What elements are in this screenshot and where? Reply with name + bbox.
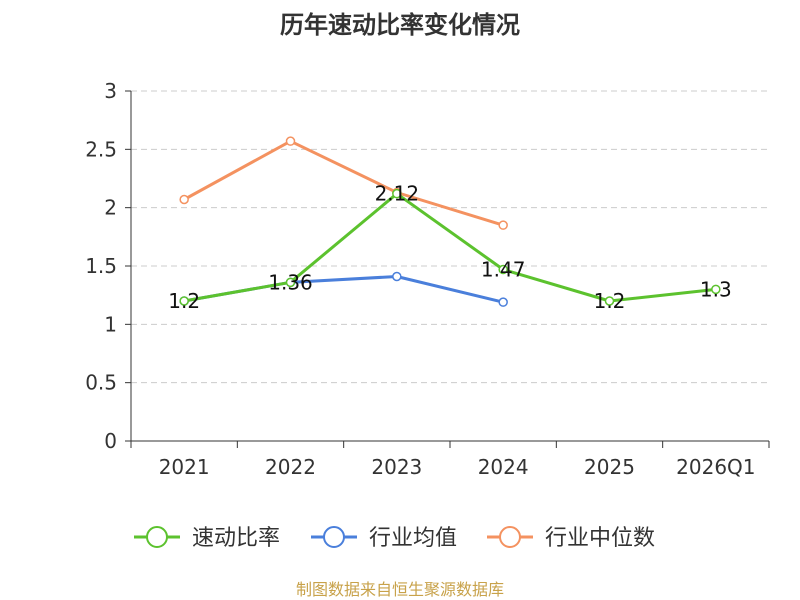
data-label-0: 1.2: [168, 289, 200, 313]
y-tick-label-3: 1.5: [85, 254, 117, 278]
data-label-4: 1.2: [594, 289, 626, 313]
y-tick-label-2: 1: [104, 312, 117, 336]
legend-label-1: 行业均值: [369, 526, 457, 551]
x-tick-label-2: 2023: [371, 455, 422, 479]
data-label-3: 1.47: [481, 258, 526, 282]
data-labels: 1.2 1.36 2.12 1.47 1.2 1.3: [168, 182, 731, 313]
x-tick-label-4: 2025: [584, 455, 635, 479]
source-note: 制图数据来自恒生聚源数据库: [296, 580, 504, 599]
series-2-point-0: [179, 194, 189, 205]
legend[interactable]: 速动比率 行业均值 行业中位数: [134, 526, 655, 551]
x-tick-label-0: 2021: [159, 455, 210, 479]
series-0-point-1: [285, 277, 296, 288]
x-tick-label-5: 2026Q1: [676, 455, 755, 479]
x-tick-label-1: 2022: [265, 455, 316, 479]
y-tick-label-5: 2.5: [85, 137, 117, 161]
legend-label-0: 速动比率: [192, 526, 280, 551]
legend-item-2[interactable]: 行业中位数: [487, 526, 655, 551]
series-line-2: [183, 139, 504, 227]
series-2-point-3: [498, 220, 508, 230]
data-label-1: 1.36: [268, 270, 313, 294]
series-layer: [179, 136, 721, 307]
legend-label-2: 行业中位数: [545, 526, 655, 551]
axes: 0 0.5 1 1.5 2 2.5 3 2021 2022 2023 2024 2025 2026Q1: [85, 79, 770, 479]
series-line-0: [183, 192, 716, 303]
series-0-point-4: [604, 296, 615, 306]
series-0-point-2: [392, 188, 402, 199]
series-1-point-3: [498, 297, 508, 307]
y-tick-label-0: 0: [104, 429, 117, 453]
data-label-2: 2.12: [375, 182, 420, 206]
y-tick-label-1: 0.5: [85, 371, 117, 395]
legend-marker-2: [499, 526, 521, 548]
grid-lines: [131, 90, 769, 384]
series-line-1: [183, 275, 504, 304]
series-1-point-2: [392, 271, 402, 282]
data-label-5: 1.3: [700, 277, 732, 301]
series-0-point-3: [498, 264, 508, 275]
y-tick-label-4: 2: [104, 196, 117, 220]
legend-item-0[interactable]: 速动比率: [134, 526, 280, 551]
chart-title: 历年速动比率变化情况: [280, 11, 520, 39]
legend-marker-1: [323, 526, 345, 548]
series-2-point-1: [285, 136, 296, 146]
legend-item-1[interactable]: 行业均值: [311, 526, 457, 551]
x-tick-label-3: 2024: [478, 455, 529, 479]
legend-marker-0: [146, 526, 168, 548]
series-0-point-0: [179, 296, 189, 306]
y-tick-label-6: 3: [104, 79, 117, 103]
series-0-point-5: [711, 284, 721, 295]
